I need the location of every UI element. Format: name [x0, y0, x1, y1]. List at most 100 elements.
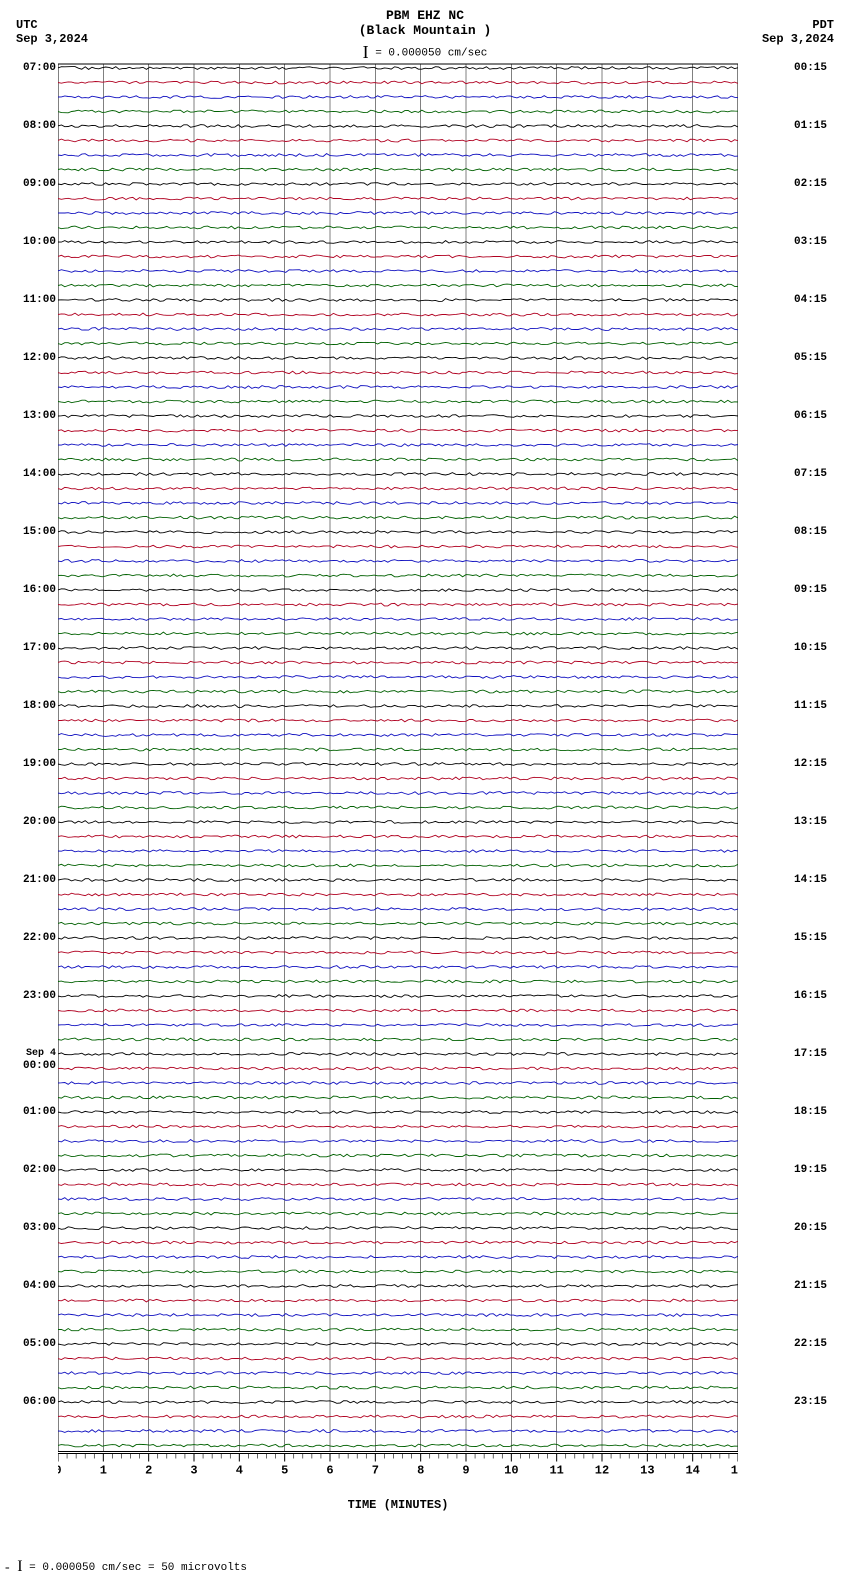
- right-hour-label: 19:15: [794, 1164, 850, 1176]
- left-hour-label: 14:00: [0, 468, 56, 480]
- right-hour-label: 12:15: [794, 758, 850, 770]
- hour-text: 17:15: [794, 1048, 827, 1060]
- hour-text: 21:00: [23, 874, 56, 886]
- left-hour-label: 23:00: [0, 990, 56, 1002]
- left-hour-label: 11:00: [0, 294, 56, 306]
- right-hour-label: 06:15: [794, 410, 850, 422]
- date-change-label: Sep 4: [0, 1048, 56, 1060]
- svg-text:1: 1: [100, 1464, 107, 1478]
- right-hour-label: 17:15: [794, 1048, 850, 1060]
- hour-text: 19:00: [23, 758, 56, 770]
- helicorder-svg: 0123456789101112131415: [58, 60, 738, 1480]
- svg-text:3: 3: [190, 1464, 197, 1478]
- left-hour-label: 09:00: [0, 178, 56, 190]
- svg-text:12: 12: [595, 1464, 609, 1478]
- hour-text: 16:00: [23, 584, 56, 596]
- left-hour-label: 20:00: [0, 816, 56, 828]
- right-hour-label: 18:15: [794, 1106, 850, 1118]
- hour-text: 00:15: [794, 62, 827, 74]
- tz-left-name: UTC: [16, 18, 88, 32]
- right-hour-label: 09:15: [794, 584, 850, 596]
- right-hour-label: 15:15: [794, 932, 850, 944]
- hour-text: 14:00: [23, 468, 56, 480]
- svg-text:13: 13: [640, 1464, 654, 1478]
- hour-text: 08:00: [23, 120, 56, 132]
- right-hour-label: 03:15: [794, 236, 850, 248]
- right-hour-label: 01:15: [794, 120, 850, 132]
- right-hour-label: 05:15: [794, 352, 850, 364]
- right-hour-label: 22:15: [794, 1338, 850, 1350]
- hour-text: 14:15: [794, 874, 827, 886]
- svg-text:7: 7: [372, 1464, 379, 1478]
- left-hour-label: 19:00: [0, 758, 56, 770]
- footer-prefix: ₌: [4, 1562, 17, 1574]
- left-hour-label: 05:00: [0, 1338, 56, 1350]
- right-hour-label: 08:15: [794, 526, 850, 538]
- hour-text: 08:15: [794, 526, 827, 538]
- svg-text:10: 10: [504, 1464, 518, 1478]
- left-hour-label: 13:00: [0, 410, 56, 422]
- left-hour-label: 03:00: [0, 1222, 56, 1234]
- left-hour-label: 02:00: [0, 1164, 56, 1176]
- hour-text: 07:00: [23, 62, 56, 74]
- footer-text: = 0.000050 cm/sec = 50 microvolts: [29, 1562, 247, 1574]
- timezone-right: PDT Sep 3,2024: [762, 18, 834, 46]
- svg-text:8: 8: [417, 1464, 424, 1478]
- x-axis-label: TIME (MINUTES): [58, 1498, 738, 1512]
- hour-text: 06:00: [23, 1396, 56, 1408]
- hour-text: 05:00: [23, 1338, 56, 1350]
- hour-text: 17:00: [23, 642, 56, 654]
- svg-text:9: 9: [462, 1464, 469, 1478]
- hour-text: 04:00: [23, 1280, 56, 1292]
- svg-text:14: 14: [685, 1464, 699, 1478]
- timezone-left: UTC Sep 3,2024: [16, 18, 88, 46]
- tz-right-date: Sep 3,2024: [762, 32, 834, 46]
- left-hour-label: 04:00: [0, 1280, 56, 1292]
- chart-header: PBM EHZ NC (Black Mountain ) I = 0.00005…: [0, 0, 850, 63]
- footer-scale: ₌ I = 0.000050 cm/sec = 50 microvolts: [4, 1558, 247, 1576]
- hour-text: 22:00: [23, 932, 56, 944]
- scale-text: = 0.000050 cm/sec: [375, 47, 487, 59]
- right-hour-label: 10:15: [794, 642, 850, 654]
- hour-text: 16:15: [794, 990, 827, 1002]
- right-hour-label: 21:15: [794, 1280, 850, 1292]
- left-hour-label: 18:00: [0, 700, 56, 712]
- left-hour-label: 12:00: [0, 352, 56, 364]
- svg-text:5: 5: [281, 1464, 288, 1478]
- left-hour-label: 01:00: [0, 1106, 56, 1118]
- hour-text: 02:00: [23, 1164, 56, 1176]
- left-hour-label: 06:00: [0, 1396, 56, 1408]
- right-hour-label: 02:15: [794, 178, 850, 190]
- left-hour-label: 07:00: [0, 62, 56, 74]
- hour-text: 03:00: [23, 1222, 56, 1234]
- hour-text: 12:15: [794, 758, 827, 770]
- svg-text:15: 15: [731, 1464, 738, 1478]
- right-hour-label: 11:15: [794, 700, 850, 712]
- y-axis-right: 00:1501:1502:1503:1504:1505:1506:1507:15…: [794, 60, 850, 1480]
- hour-text: 18:15: [794, 1106, 827, 1118]
- hour-text: 02:15: [794, 178, 827, 190]
- right-hour-label: 23:15: [794, 1396, 850, 1408]
- hour-text: 06:15: [794, 410, 827, 422]
- footer-bar-icon: I: [17, 1558, 22, 1575]
- right-hour-label: 16:15: [794, 990, 850, 1002]
- hour-text: 20:00: [23, 816, 56, 828]
- hour-text: 11:00: [23, 294, 56, 306]
- station-code: PBM EHZ NC: [0, 8, 850, 23]
- left-hour-label: 21:00: [0, 874, 56, 886]
- hour-text: 00:00: [23, 1060, 56, 1072]
- right-hour-label: 13:15: [794, 816, 850, 828]
- svg-text:4: 4: [236, 1464, 243, 1478]
- hour-text: 04:15: [794, 294, 827, 306]
- station-name: (Black Mountain ): [0, 23, 850, 38]
- hour-text: 20:15: [794, 1222, 827, 1234]
- hour-text: 23:15: [794, 1396, 827, 1408]
- hour-text: 13:15: [794, 816, 827, 828]
- hour-text: 09:15: [794, 584, 827, 596]
- right-hour-label: 04:15: [794, 294, 850, 306]
- tz-left-date: Sep 3,2024: [16, 32, 88, 46]
- hour-text: 09:00: [23, 178, 56, 190]
- hour-text: 22:15: [794, 1338, 827, 1350]
- svg-text:0: 0: [58, 1464, 62, 1478]
- left-hour-label: 22:00: [0, 932, 56, 944]
